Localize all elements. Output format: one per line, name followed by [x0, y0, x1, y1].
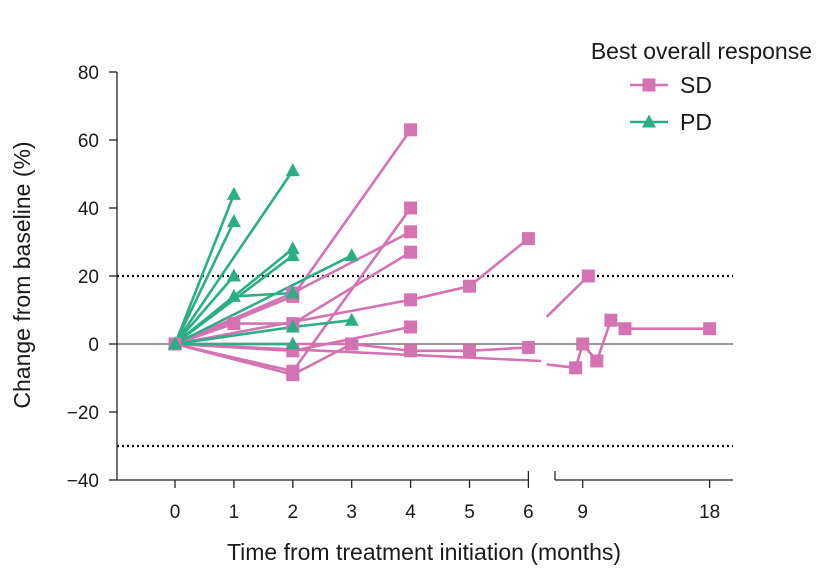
- sd-square-marker: [463, 279, 476, 293]
- x-tick-label: 9: [577, 502, 588, 523]
- x-tick-label: 3: [346, 502, 357, 523]
- sd-square-marker: [581, 269, 595, 283]
- x-tick-label: 0: [170, 502, 181, 523]
- pd-triangle-marker: [226, 186, 241, 200]
- pd-triangle-marker: [226, 268, 241, 282]
- sd-square-marker: [404, 245, 418, 259]
- sd-square-marker: [521, 340, 535, 354]
- y-tick-label: 20: [78, 267, 99, 288]
- axes: −40 −20 0 20 40 60 80 0 1 2 3 4 5 6 9 18: [67, 63, 733, 523]
- sd-series-line: [174, 129, 412, 346]
- y-tick-label: 0: [88, 335, 99, 356]
- pd-triangle-marker: [285, 285, 300, 299]
- pd-triangle-marker: [285, 248, 300, 262]
- pd-triangle-marker: [344, 248, 359, 262]
- pd-triangle-marker: [226, 214, 241, 228]
- sd-square-marker: [404, 344, 418, 358]
- pd-triangle-marker: [285, 241, 300, 255]
- series-markers: [168, 123, 717, 382]
- sd-square-marker: [463, 344, 476, 358]
- pd-series-line: [174, 254, 353, 346]
- sd-square-marker: [590, 354, 604, 368]
- x-tick-label: 18: [699, 502, 720, 523]
- sd-square-marker: [569, 361, 583, 375]
- pd-triangle-marker: [168, 336, 182, 350]
- series-lines: [173, 129, 710, 376]
- x-tick-label: 6: [523, 502, 534, 523]
- pd-series-line: [173, 221, 236, 345]
- sd-square-marker: [576, 337, 590, 351]
- sd-square-marker: [521, 232, 535, 246]
- y-tick-label: −20: [67, 403, 99, 424]
- y-tick-label: 60: [78, 131, 99, 152]
- sd-square-marker: [404, 225, 418, 239]
- x-tick-label: 5: [464, 502, 475, 523]
- legend: SD PD: [630, 72, 712, 135]
- legend-title: Best overall response: [591, 38, 812, 64]
- legend-label-sd: SD: [680, 72, 712, 98]
- sd-square-marker: [404, 293, 418, 307]
- x-tick-label: 1: [229, 502, 240, 523]
- sd-square-marker: [618, 322, 632, 336]
- pd-series-line: [173, 193, 236, 345]
- pd-series-line: [173, 169, 294, 345]
- sd-square-marker: [642, 78, 656, 92]
- pd-triangle-marker: [285, 319, 300, 333]
- pd-triangle-marker: [344, 312, 359, 326]
- y-tick-label: 40: [78, 199, 99, 220]
- sd-square-marker: [404, 320, 418, 334]
- sd-square-marker: [286, 368, 300, 382]
- sd-square-marker: [604, 313, 618, 327]
- sd-square-marker: [404, 123, 418, 137]
- sd-square-marker: [227, 317, 241, 331]
- x-tick-label: 2: [288, 502, 299, 523]
- sd-square-marker: [703, 322, 717, 336]
- pd-series-line: [174, 275, 235, 345]
- x-tick-label: 4: [405, 502, 416, 523]
- pd-triangle-marker: [285, 336, 300, 350]
- sd-square-marker: [404, 201, 418, 215]
- y-tick-label: −40: [67, 471, 99, 492]
- sd-series-line: [545, 275, 590, 318]
- pd-triangle-marker: [642, 114, 656, 128]
- y-axis-title: Change from baseline (%): [9, 141, 35, 408]
- reference-lines: [117, 274, 733, 448]
- pd-triangle-marker: [226, 288, 241, 302]
- x-axis-title: Time from treatment initiation (months): [227, 539, 621, 565]
- sd-square-marker: [345, 337, 359, 351]
- pd-triangle-marker: [285, 163, 300, 177]
- legend-label-pd: PD: [680, 109, 712, 135]
- sd-series-line: [174, 251, 412, 346]
- y-tick-label: 80: [78, 63, 99, 84]
